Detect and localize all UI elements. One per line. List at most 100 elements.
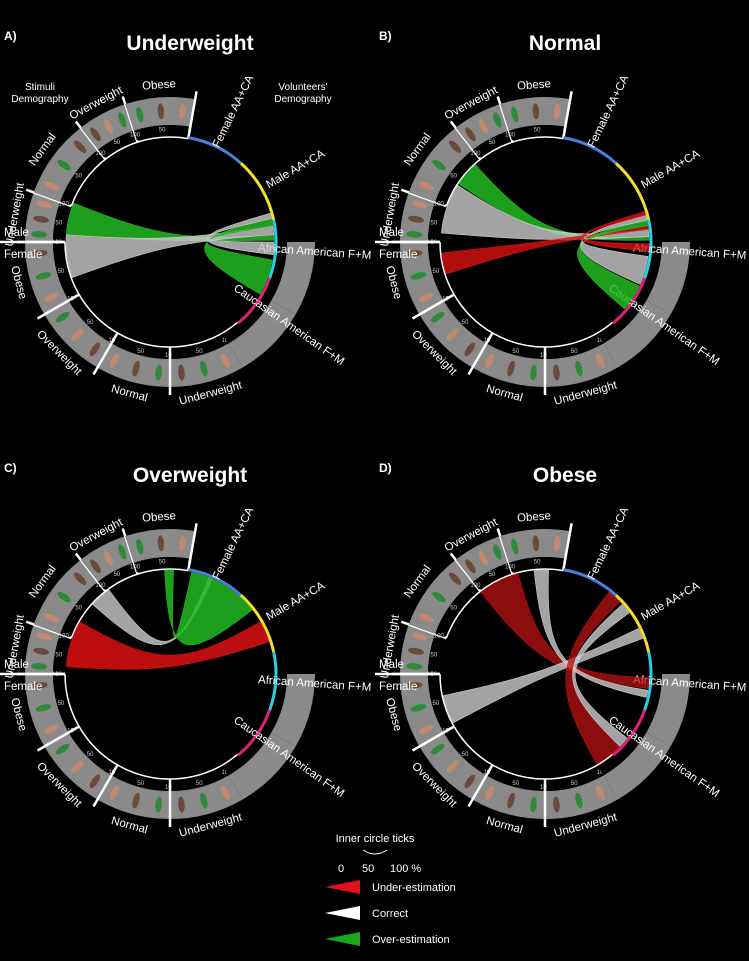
stimulus-segment-label: Obese <box>517 510 552 524</box>
body-figure-icon <box>178 796 185 813</box>
volunteer-arc <box>563 568 617 597</box>
segment-divider <box>411 725 455 752</box>
body-figure-icon <box>575 792 583 809</box>
body-figure-icon <box>464 774 476 789</box>
tick-label: 50 <box>489 572 496 578</box>
body-figure-icon <box>35 704 52 712</box>
body-figure-icon <box>465 127 476 142</box>
body-figure-icon <box>432 159 446 171</box>
legend-swatch <box>325 906 360 920</box>
body-figure-icon <box>200 792 208 809</box>
stimulus-segment-label: Normal <box>110 383 149 404</box>
tick-label: 100 <box>470 583 481 589</box>
body-figure-icon <box>595 353 605 369</box>
tick-ring <box>111 766 170 791</box>
volunteer-arc <box>237 277 272 325</box>
tick-label: 100 <box>470 151 481 157</box>
volunteer-arc <box>188 568 242 597</box>
body-figure-icon <box>74 140 87 153</box>
chord-ribbon <box>204 218 274 295</box>
body-figure-icon <box>553 796 560 813</box>
body-figure-icon <box>89 342 101 357</box>
stimulus-segment-label: Normal <box>485 383 524 404</box>
volunteer-arc <box>612 709 647 757</box>
panel-letter: B) <box>379 29 392 43</box>
inner-circle <box>64 673 238 780</box>
body-figure-icon <box>31 663 48 670</box>
body-figure-icon <box>493 544 502 560</box>
tick-ring <box>60 581 105 638</box>
tick-label: 100 <box>95 583 106 589</box>
body-figure-icon <box>118 112 127 128</box>
tick-label: 50 <box>462 752 469 758</box>
tick-label: 50 <box>430 220 437 226</box>
body-figure-icon <box>178 535 186 552</box>
body-figure-icon <box>132 792 140 809</box>
tick-label: 50 <box>512 349 519 355</box>
tick-label: 100 <box>221 338 232 344</box>
body-figure-icon <box>530 796 537 813</box>
tick-label: 50 <box>433 269 440 275</box>
tick-label: 50 <box>534 559 541 565</box>
body-figure-icon <box>74 572 87 585</box>
tick-ring <box>637 242 662 301</box>
tick-label: 50 <box>571 349 578 355</box>
chord-ribbon <box>206 212 275 256</box>
body-figure-icon <box>220 785 230 801</box>
stimulus-segment-band <box>603 300 671 368</box>
legend-title: Inner circle ticks <box>336 833 415 845</box>
tick-label: 50 <box>137 781 144 787</box>
inner-circle <box>439 673 613 780</box>
tick-ring <box>262 242 287 301</box>
panel-letter: D) <box>379 461 392 475</box>
tick-ring <box>428 201 445 242</box>
volunteer-segment-label: Female AA+CA <box>586 73 632 150</box>
body-figure-icon <box>44 613 59 623</box>
body-figure-icon <box>103 551 114 566</box>
tick-label: 100 <box>596 770 607 776</box>
segment-divider <box>562 91 573 139</box>
stimulus-segment-label: Obese <box>142 78 177 92</box>
panel-title: Underweight <box>126 32 253 55</box>
tick-label: 100 <box>130 133 141 139</box>
stimulus-segment-label: Obese <box>383 697 403 733</box>
tick-label: 50 <box>55 652 62 658</box>
tick-label: 100 <box>505 133 516 139</box>
body-figure-icon <box>55 743 70 755</box>
tick-ring <box>170 766 229 791</box>
stimulus-segment-label: Obese <box>8 697 28 733</box>
body-figure-icon <box>418 292 434 302</box>
chord-ribbon <box>533 569 649 698</box>
stimulus-segment-label: Normal <box>485 815 524 836</box>
tick-ring <box>637 674 662 733</box>
body-figure-icon <box>511 538 519 555</box>
tick-ring <box>428 633 445 674</box>
tick-ring <box>68 295 117 344</box>
tick-ring <box>60 149 105 206</box>
body-figure-icon <box>446 328 459 341</box>
body-figure-icon <box>157 103 165 120</box>
body-figure-icon <box>485 785 495 801</box>
tick-label: 50 <box>159 127 166 133</box>
tick-label: 50 <box>196 781 203 787</box>
inner-circle <box>439 241 613 348</box>
tick-ring <box>97 562 137 590</box>
chord-ribbon <box>442 628 644 724</box>
tick-ring <box>53 633 70 674</box>
body-figure-icon <box>464 342 476 357</box>
body-figure-icon <box>430 311 445 323</box>
panel-title: Overweight <box>133 464 247 487</box>
body-figure-icon <box>178 103 186 120</box>
stimulus-segment-band <box>271 674 315 747</box>
tick-ring <box>170 334 229 359</box>
body-figure-icon <box>57 159 71 171</box>
tick-ring <box>545 766 604 791</box>
panel-title: Obese <box>533 464 597 487</box>
inner-circle <box>445 136 564 207</box>
tick-ring <box>435 581 480 638</box>
tick-ring <box>53 674 78 733</box>
legend-swatch <box>325 932 360 946</box>
body-figure-icon <box>410 272 427 280</box>
body-figure-icon <box>511 106 519 123</box>
chord-ribbon <box>577 220 649 310</box>
